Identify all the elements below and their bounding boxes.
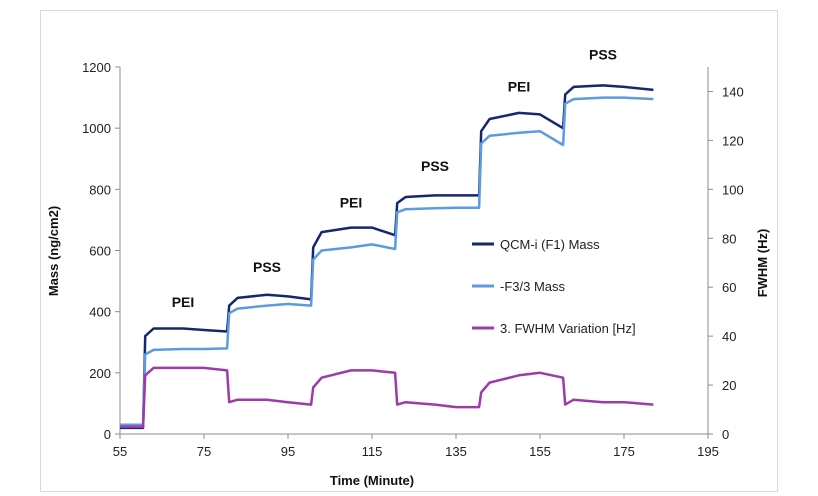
- annotation-layer: PEI PSS PEI PSS PEI PSS: [172, 46, 617, 310]
- legend-label: QCM-i (F1) Mass: [500, 237, 600, 252]
- y2-tick-label: 60: [722, 280, 736, 295]
- chart: 55 75 95 115 135 155 175 1950200400600800100012…: [46, 46, 770, 488]
- x-tick-label: 175: [613, 444, 635, 459]
- y-tick-label: 200: [89, 366, 111, 381]
- series-line-1: [120, 84, 654, 430]
- x-tick-label: 135: [445, 444, 467, 459]
- y-tick-label: 600: [89, 244, 111, 259]
- x-tick-label: 55: [113, 444, 127, 459]
- y2-tick-label: 20: [722, 378, 736, 393]
- legend-label: 3. FWHM Variation [Hz]: [500, 321, 636, 336]
- y2-tick-label: 100: [722, 182, 744, 197]
- y-tick-label: 1200: [82, 60, 111, 75]
- axes: 55 75 95 115 135 155 175 1950200400600800100012…: [82, 60, 744, 459]
- phase-annotation: PEI: [172, 294, 195, 310]
- series-line-2: [120, 96, 654, 427]
- phase-annotation: PSS: [421, 158, 449, 174]
- x-tick-label: 195: [697, 444, 719, 459]
- x-tick-label: 155: [529, 444, 551, 459]
- y2-axis-title: FWHM (Hz): [755, 229, 770, 298]
- y-axis-title: Mass (ng/cm2): [46, 206, 61, 296]
- y2-tick-label: 120: [722, 133, 744, 148]
- phase-annotation: PSS: [253, 259, 281, 275]
- y-tick-label: 800: [89, 182, 111, 197]
- x-tick-label: 115: [362, 444, 383, 459]
- y2-tick-label: 140: [722, 84, 744, 99]
- y-tick-label: 0: [104, 427, 111, 442]
- y-tick-label: 1000: [82, 121, 111, 136]
- phase-annotation: PSS: [589, 46, 617, 62]
- phase-annotation: PEI: [340, 195, 363, 211]
- x-axis-title: Time (Minute): [330, 473, 414, 488]
- x-tick-label: 95: [281, 444, 295, 459]
- legend: QCM-i (F1) Mass -F3/3 Mass 3. FWHM Variati…: [472, 237, 636, 336]
- phase-annotation: PEI: [508, 78, 531, 94]
- series-layer: [120, 84, 654, 430]
- y2-tick-label: 40: [722, 329, 736, 344]
- y-tick-label: 400: [89, 305, 111, 320]
- series-line-3: [120, 366, 654, 428]
- chart-frame: 55 75 95 115 135 155 175 195 0 200 400 600 800 1000 12…: [40, 10, 778, 492]
- x-tick-label: 75: [197, 444, 211, 459]
- y2-tick-label: 80: [722, 231, 736, 246]
- y2-tick-label: 0: [722, 427, 729, 442]
- legend-label: -F3/3 Mass: [500, 279, 566, 294]
